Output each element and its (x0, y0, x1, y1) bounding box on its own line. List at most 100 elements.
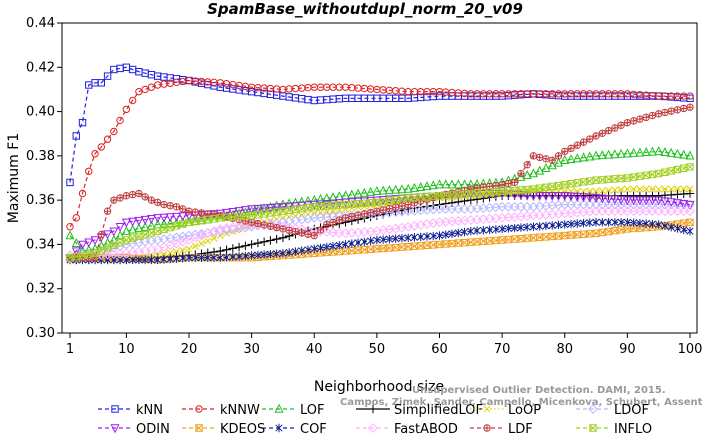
y-axis-label: Maximum F1 (6, 133, 22, 223)
data-point (604, 195, 614, 205)
data-point (103, 135, 112, 143)
data-point (248, 251, 256, 260)
data-point (648, 170, 657, 179)
legend-label: COF (300, 422, 327, 434)
data-point (542, 221, 550, 231)
data-point (685, 150, 695, 160)
data-point (310, 244, 318, 254)
data-point (65, 230, 75, 240)
data-point (128, 217, 138, 227)
data-point (135, 189, 143, 198)
data-point (572, 192, 582, 202)
data-point (66, 223, 74, 231)
data-point (630, 185, 638, 193)
data-point (586, 218, 594, 227)
data-point (122, 192, 131, 200)
data-point (554, 152, 563, 160)
data-point (686, 218, 694, 226)
data-point (567, 180, 575, 188)
legend-item-simplifiedlof: SimplifiedLOF (356, 403, 483, 418)
data-point (154, 255, 162, 265)
data-point (529, 185, 538, 193)
data-point (179, 246, 187, 254)
data-point (78, 189, 87, 198)
data-point (316, 226, 325, 234)
data-point (680, 225, 688, 235)
data-point (523, 222, 531, 232)
legend-item-kdeos: KDEOS (182, 422, 265, 434)
data-point (642, 219, 650, 228)
data-point (686, 185, 694, 193)
data-point (373, 207, 381, 215)
data-point (128, 234, 137, 242)
data-point (686, 94, 694, 102)
data-point (573, 141, 581, 149)
data-point (410, 233, 418, 242)
data-point (666, 198, 676, 208)
data-point (686, 103, 694, 111)
data-point (673, 185, 682, 193)
series-cof (66, 218, 694, 265)
data-point (617, 121, 625, 129)
data-point (78, 118, 87, 127)
data-point (121, 225, 131, 235)
data-point (541, 192, 551, 202)
data-point (598, 129, 607, 137)
data-point (216, 253, 224, 262)
data-point (103, 72, 112, 80)
data-point (611, 186, 619, 194)
data-point (260, 210, 268, 218)
data-point (97, 143, 106, 151)
data-point (442, 230, 450, 239)
data-point (222, 245, 231, 254)
y-tick-label: 0.40 (26, 105, 55, 120)
legend-label: FastABOD (394, 422, 458, 434)
data-point (91, 249, 99, 257)
data-point (447, 179, 457, 189)
data-point (128, 224, 138, 234)
data-point (360, 237, 368, 246)
data-point (272, 234, 281, 244)
data-point (623, 119, 632, 127)
legend-label: kNNW (220, 403, 260, 418)
data-point (629, 173, 638, 181)
data-point (460, 227, 469, 237)
data-point (586, 135, 594, 143)
x-tick-label: 40 (306, 342, 323, 357)
legend-marker (195, 424, 203, 432)
data-point (159, 213, 169, 223)
data-point (642, 171, 650, 180)
x-tick-label: 10 (118, 342, 135, 357)
data-point (647, 196, 657, 206)
data-point (159, 218, 169, 228)
data-point (404, 200, 412, 209)
data-point (547, 192, 557, 202)
data-point (141, 193, 149, 201)
data-point (654, 169, 663, 178)
data-point (667, 107, 675, 115)
data-point (597, 194, 607, 204)
data-point (247, 240, 256, 249)
data-point (266, 222, 275, 230)
legend-marker (274, 403, 284, 413)
data-point (135, 87, 143, 96)
data-point (666, 147, 676, 157)
data-point (191, 242, 199, 250)
data-point (680, 164, 688, 172)
data-point (523, 161, 531, 169)
data-point (685, 200, 695, 210)
data-point (160, 255, 168, 264)
data-point (265, 201, 275, 211)
data-point (548, 182, 556, 191)
data-point (71, 238, 81, 248)
legend-label: ODIN (136, 422, 170, 434)
legend-item-fastabod: FastABOD (356, 422, 458, 434)
data-point (241, 241, 250, 250)
data-point (597, 150, 607, 160)
legend-label: kNN (136, 403, 163, 418)
data-point (617, 185, 625, 194)
data-point (116, 255, 124, 265)
data-point (134, 223, 144, 233)
x-tick-label: 90 (619, 342, 636, 357)
